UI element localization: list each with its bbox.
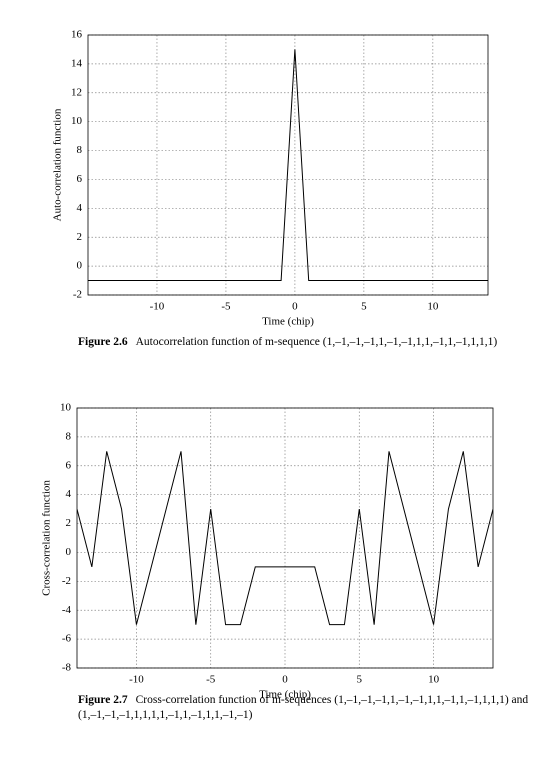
y-tick-label: 8 xyxy=(66,430,72,442)
figure-label: Figure 2.6 xyxy=(78,336,128,348)
plot-frame xyxy=(76,407,494,669)
x-tick-label: -5 xyxy=(221,301,231,313)
y-tick-label: 6 xyxy=(77,173,83,185)
x-tick-label: 10 xyxy=(428,674,440,686)
y-tick-label: 10 xyxy=(71,115,83,127)
y-tick-label: -2 xyxy=(62,575,71,587)
figure-label: Figure 2.7 xyxy=(78,694,128,706)
y-tick-label: -8 xyxy=(62,662,72,674)
y-tick-label: 14 xyxy=(71,57,83,69)
x-axis-label: Time (chip) xyxy=(259,689,311,701)
y-tick-label: -6 xyxy=(62,633,72,645)
data-line xyxy=(77,451,493,626)
y-tick-label: 0 xyxy=(66,546,72,558)
x-tick-label: -5 xyxy=(206,674,216,686)
y-tick-label: 10 xyxy=(60,402,72,414)
y-tick-label: -2 xyxy=(73,289,82,301)
caption-text: Autocorrelation function of m-sequence (… xyxy=(135,336,498,348)
y-tick-label: 4 xyxy=(66,488,72,500)
x-tick-label: 5 xyxy=(361,301,367,313)
caption-text: Cross-correlation function of m-sequence… xyxy=(78,694,529,721)
x-tick-label: 0 xyxy=(292,301,298,313)
x-tick-label: 0 xyxy=(282,674,288,686)
y-tick-label: 8 xyxy=(77,144,83,156)
y-tick-label: 2 xyxy=(77,231,83,243)
y-axis-label: Auto-correlation function xyxy=(52,108,64,221)
plot-frame xyxy=(87,34,489,296)
x-axis-label: Time (chip) xyxy=(262,316,314,328)
y-tick-label: 2 xyxy=(66,517,72,529)
y-tick-label: 0 xyxy=(77,260,83,272)
x-tick-label: 10 xyxy=(427,301,439,313)
y-tick-label: 6 xyxy=(66,459,72,471)
y-axis-label: Cross-correlation function xyxy=(41,480,53,596)
y-tick-label: 4 xyxy=(77,202,83,214)
y-tick-label: -4 xyxy=(62,604,72,616)
x-tick-label: 5 xyxy=(357,674,363,686)
data-line xyxy=(88,49,488,282)
x-tick-label: -10 xyxy=(150,301,165,313)
y-tick-label: 12 xyxy=(71,86,82,98)
caption-1: Figure 2.6 Autocorrelation function of m-… xyxy=(78,335,538,350)
y-tick-label: 16 xyxy=(71,29,83,41)
caption-2: Figure 2.7 Cross-correlation function of … xyxy=(78,693,538,723)
x-tick-label: -10 xyxy=(129,674,144,686)
